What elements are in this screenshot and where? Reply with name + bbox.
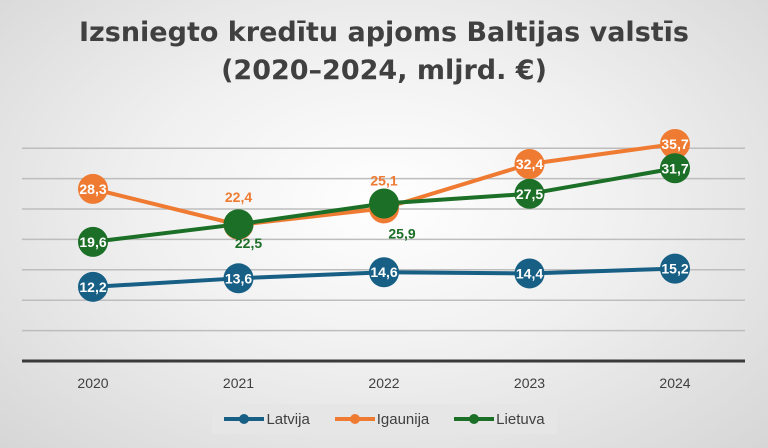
data-label: 25,1 bbox=[370, 172, 397, 188]
data-label: 22,4 bbox=[225, 189, 252, 205]
legend-item-igaunija: Igaunija bbox=[334, 410, 430, 428]
x-tick-label: 2021 bbox=[223, 375, 254, 391]
legend-marker-latvija bbox=[224, 414, 265, 424]
data-label: 12,2 bbox=[79, 279, 106, 295]
data-label: 32,4 bbox=[516, 156, 543, 172]
chart-title: Izsniegto kredītu apjoms Baltijas valstī… bbox=[0, 14, 768, 90]
data-label: 27,5 bbox=[516, 186, 543, 202]
data-label: 13,6 bbox=[225, 270, 252, 286]
x-tick-label: 2023 bbox=[514, 375, 545, 391]
data-point bbox=[369, 188, 399, 219]
legend-item-latvija: Latvija bbox=[224, 410, 310, 428]
data-point bbox=[78, 271, 108, 302]
x-tick-label: 2022 bbox=[368, 375, 399, 391]
data-label: 15,2 bbox=[661, 261, 688, 277]
data-point bbox=[514, 178, 545, 209]
legend: Latvija Igaunija Lietuva bbox=[212, 404, 557, 434]
legend-label: Latvija bbox=[266, 410, 310, 428]
legend-marker-igaunija bbox=[334, 414, 375, 424]
x-tick-label: 2024 bbox=[659, 375, 690, 391]
data-label: 28,3 bbox=[79, 181, 106, 197]
data-point bbox=[78, 226, 108, 257]
data-point bbox=[660, 128, 690, 159]
data-label: 35,7 bbox=[661, 136, 688, 152]
legend-label: Lietuva bbox=[496, 410, 545, 428]
data-point bbox=[514, 149, 545, 180]
data-point bbox=[660, 153, 690, 184]
data-label: 22,5 bbox=[235, 235, 262, 251]
legend-item-lietuva: Lietuva bbox=[454, 410, 545, 428]
data-label: 31,7 bbox=[661, 160, 688, 176]
data-point bbox=[223, 263, 254, 294]
data-point bbox=[369, 257, 399, 288]
title-line-1: Izsniegto kredītu apjoms Baltijas valstī… bbox=[79, 17, 689, 48]
title-line-2: (2020–2024, mljrd. €) bbox=[221, 55, 547, 86]
legend-marker-lietuva bbox=[454, 414, 495, 424]
legend-label: Igaunija bbox=[376, 410, 430, 428]
data-label: 14,6 bbox=[370, 264, 397, 280]
data-label: 14,4 bbox=[516, 265, 543, 281]
data-label: 25,9 bbox=[388, 226, 415, 242]
data-point bbox=[223, 209, 254, 240]
data-point bbox=[660, 253, 690, 284]
data-point bbox=[514, 258, 545, 289]
data-point bbox=[78, 173, 108, 204]
data-label: 19,6 bbox=[79, 234, 106, 250]
x-tick-label: 2020 bbox=[77, 375, 108, 391]
